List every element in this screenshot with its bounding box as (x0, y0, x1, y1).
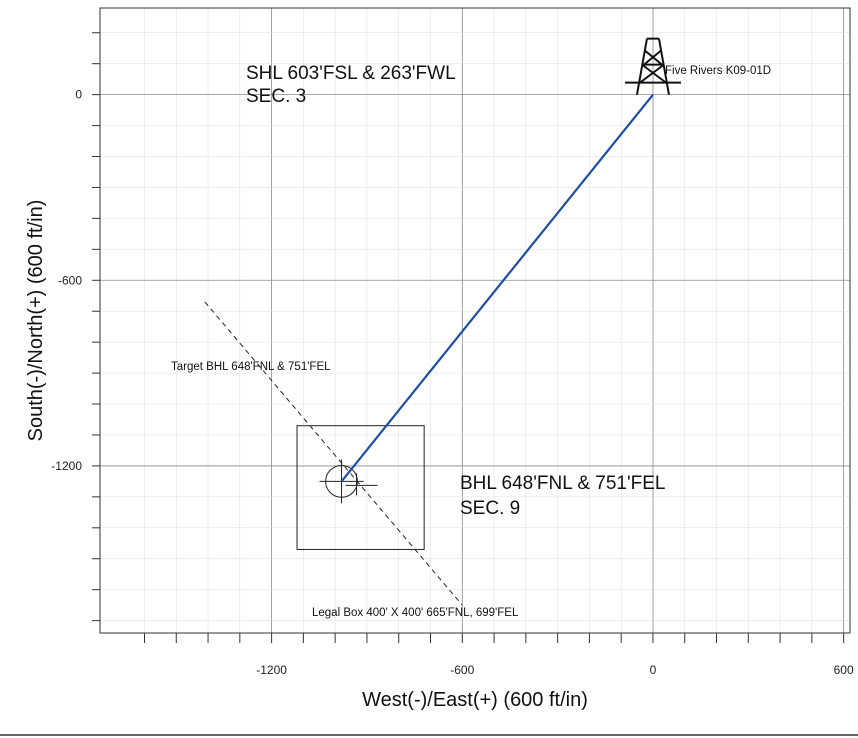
well-name-label: Five Rivers K09-01D (665, 65, 771, 77)
plot-frame (99, 7, 851, 634)
rig-leg-right (657, 38, 670, 95)
well-path-line (340, 93, 654, 483)
target-bhl-label: Target BHL 648'FNL & 751'FEL (171, 361, 331, 373)
grid-lines (100, 8, 850, 633)
minor-ticks (92, 32, 845, 643)
y-tick-label: -600 (58, 273, 82, 287)
x-tick-label: 600 (834, 663, 854, 677)
tick-labels: -1200 -600 0 600 0 -600 -1200 (51, 88, 854, 677)
y-axis-title: South(-)/North(+) (600 ft/in) (25, 200, 47, 442)
x-tick-label: -1200 (256, 663, 287, 677)
legal-box (296, 425, 425, 550)
x-tick-label: 0 (650, 663, 657, 677)
rig-brace-lower (639, 63, 667, 84)
x-axis-title: West(-)/East(+) (600 ft/in) (362, 689, 588, 711)
rig-brace-upper (643, 49, 663, 66)
drilling-rig-icon (624, 37, 681, 95)
rig-leg-left (635, 38, 648, 95)
shl-annotation-line2: SEC. 3 (246, 86, 306, 107)
y-tick-label: -1200 (51, 459, 82, 473)
hardline-dashed (204, 301, 463, 606)
y-tick-label: 0 (75, 88, 82, 102)
bhl-annotation-line2: SEC. 9 (460, 498, 520, 519)
x-tick-label: -600 (450, 663, 474, 677)
legal-box-label: Legal Box 400' X 400' 665'FNL, 699'FEL (312, 607, 519, 619)
shl-annotation-line1: SHL 603'FSL & 263'FWL (246, 63, 456, 84)
bhl-annotation-line1: BHL 648'FNL & 751'FEL (460, 473, 665, 494)
